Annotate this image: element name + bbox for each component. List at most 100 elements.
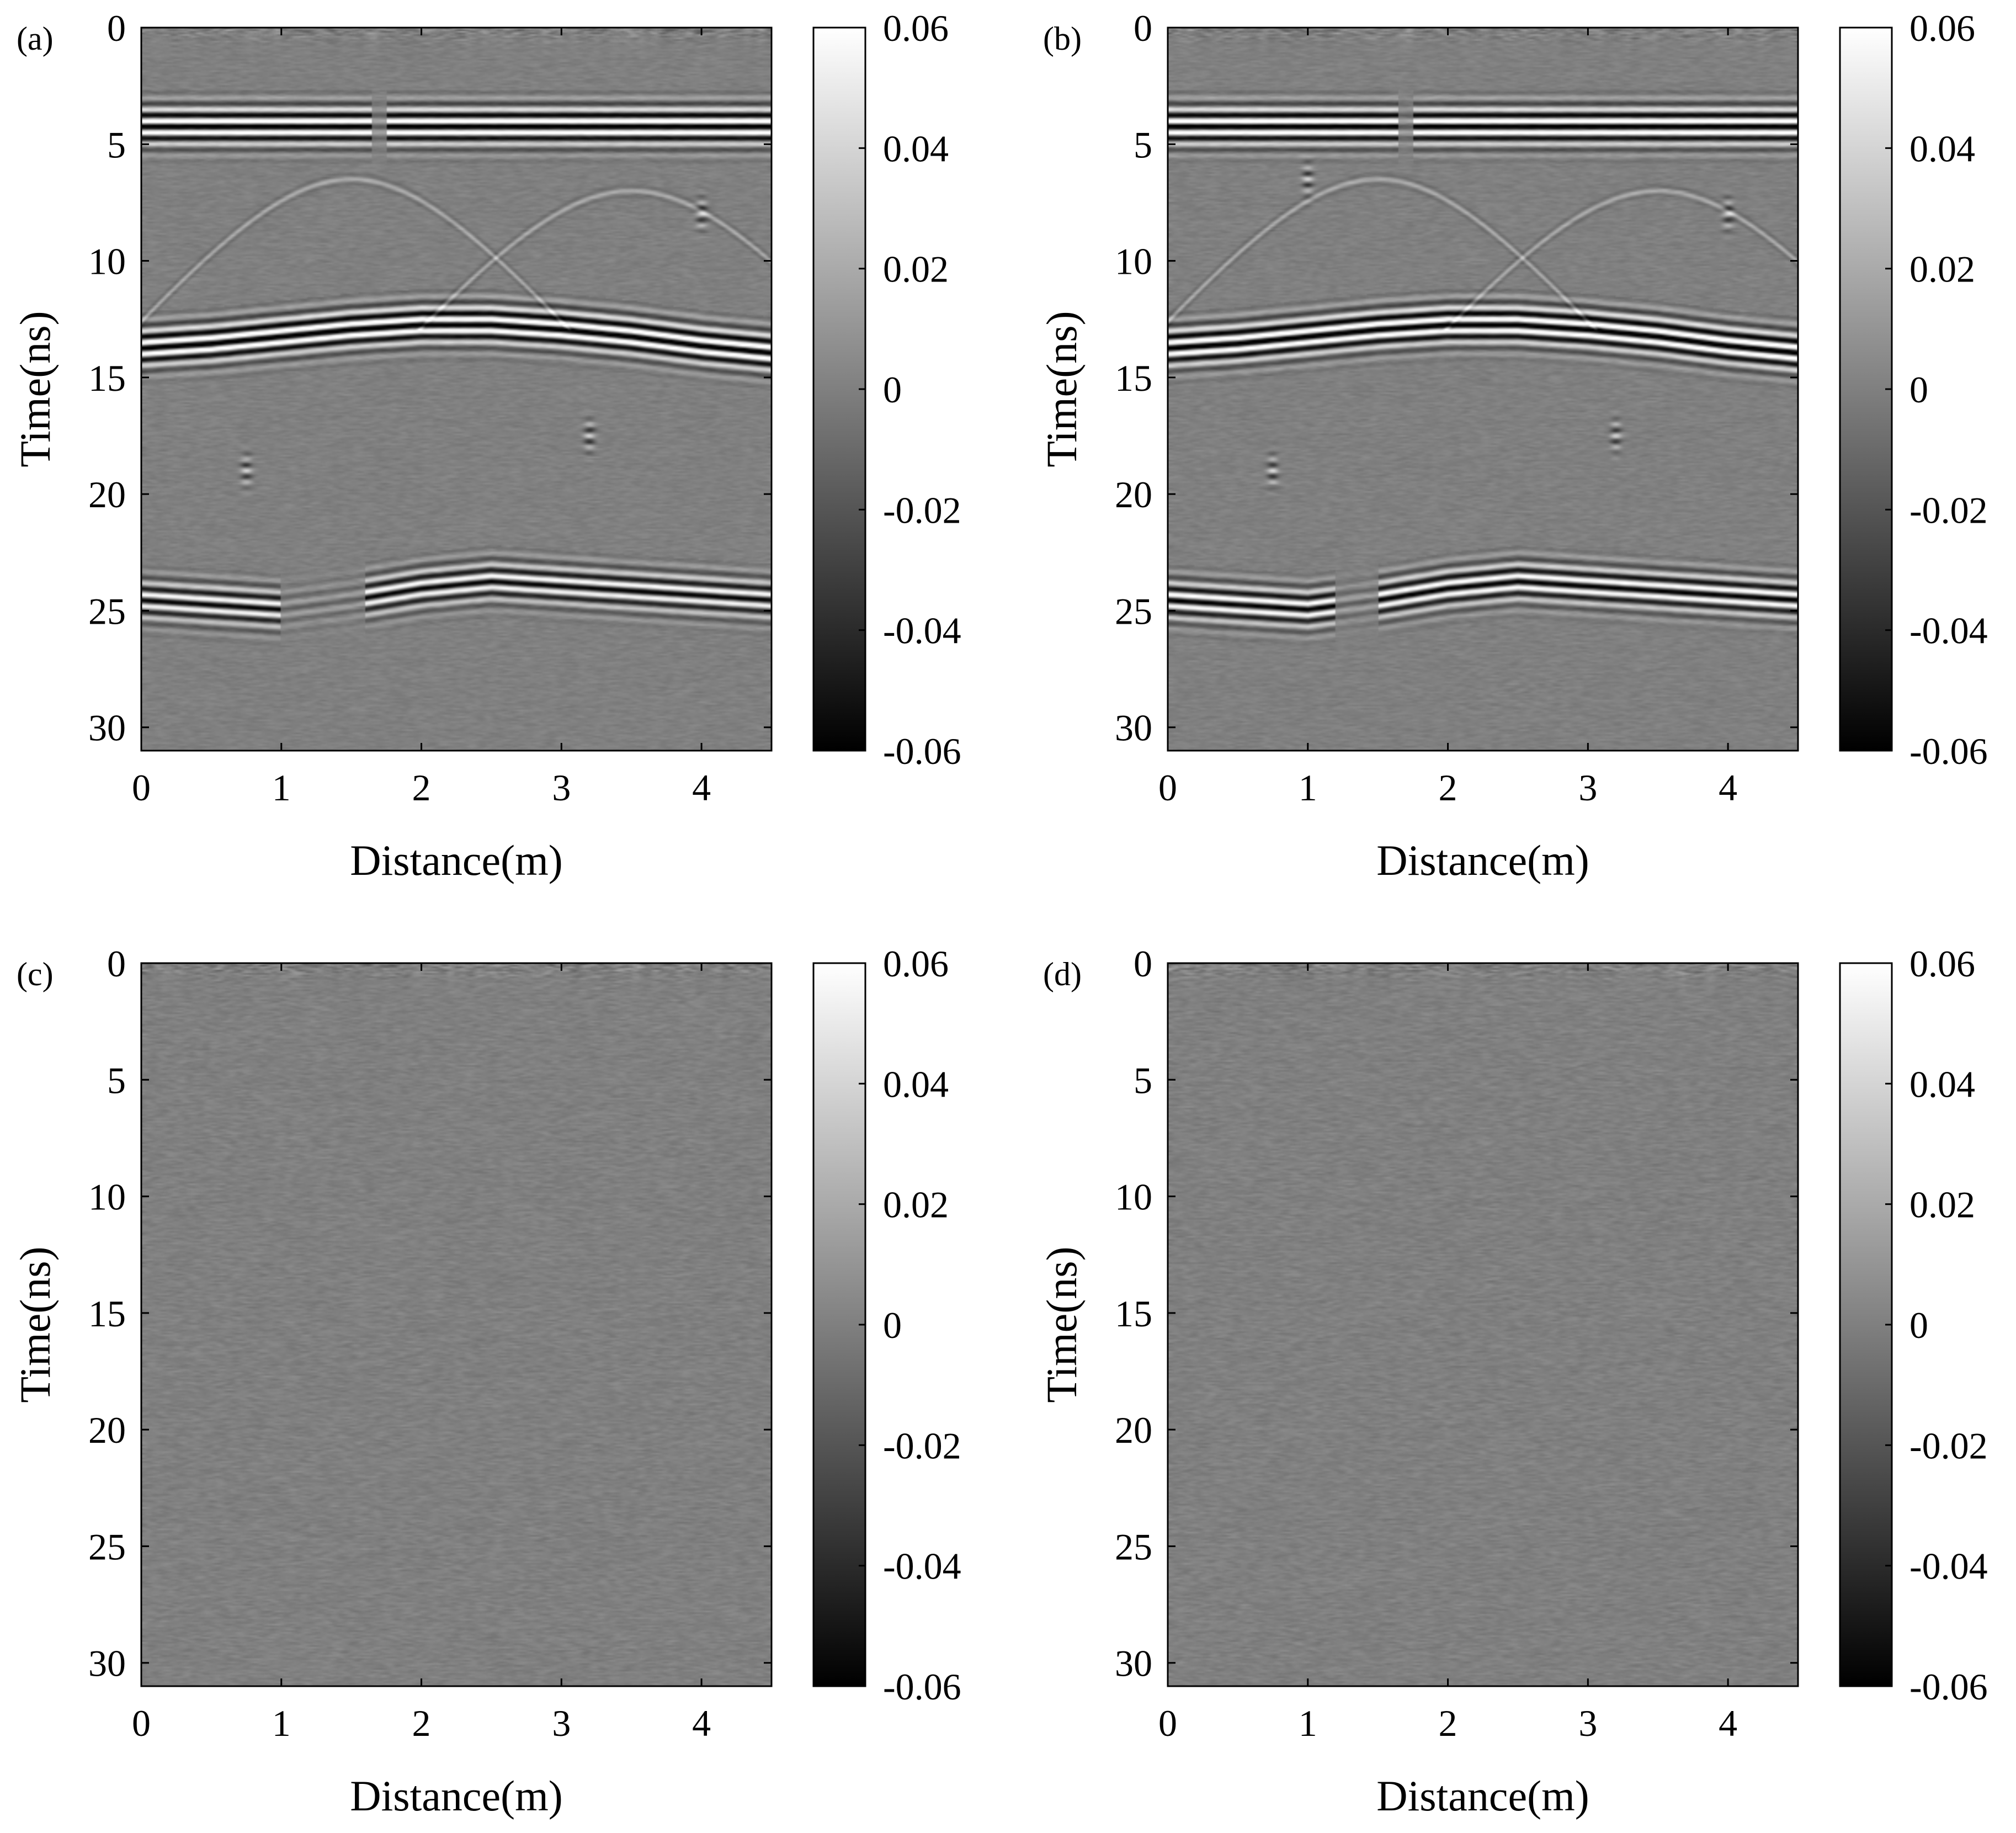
x-tick-label: 0 bbox=[1158, 1702, 1177, 1744]
y-tick-label: 0 bbox=[1134, 7, 1152, 49]
x-tick-label: 1 bbox=[1299, 1702, 1317, 1744]
x-axis-title: Distance(m) bbox=[1376, 1772, 1589, 1820]
radargram-image bbox=[1168, 28, 1798, 751]
x-tick-label: 4 bbox=[1719, 767, 1737, 809]
x-tick-label: 3 bbox=[552, 767, 571, 809]
x-tick-label: 2 bbox=[412, 1702, 431, 1744]
x-tick-label: 3 bbox=[1578, 767, 1597, 809]
colorbar-tick-label: -0.06 bbox=[1909, 730, 1988, 772]
colorbar-tick-label: -0.06 bbox=[883, 1666, 961, 1708]
x-axis-title: Distance(m) bbox=[350, 1772, 563, 1820]
colorbar-tick-label: 0.02 bbox=[1909, 1184, 1975, 1226]
x-tick-label: 4 bbox=[692, 767, 711, 809]
colorbar-tick-label: -0.02 bbox=[1909, 1425, 1988, 1467]
colorbar bbox=[812, 962, 866, 1687]
radargram-image bbox=[141, 963, 772, 1686]
panel-label: (d) bbox=[1043, 956, 1082, 992]
colorbar-tick-label: 0 bbox=[883, 369, 902, 411]
colorbar bbox=[1839, 26, 1893, 752]
colorbar-tick-label: -0.02 bbox=[1909, 489, 1988, 531]
y-tick-label: 30 bbox=[88, 1643, 126, 1685]
y-tick-label: 30 bbox=[88, 707, 126, 749]
panel-d: 0 1 2 3 4 0 5 10 15 20 25 30 Distance(m) Time(ns) (d) 0… bbox=[1038, 943, 1988, 1820]
panel-c: 0 1 2 3 4 0 5 10 15 20 25 30 Distance(m) Time(ns) (c) 0… bbox=[11, 943, 961, 1820]
colorbar-tick-label: -0.04 bbox=[1909, 1545, 1988, 1587]
colorbar-tick-label: 0.02 bbox=[883, 1184, 949, 1226]
y-tick-label: 20 bbox=[1115, 474, 1152, 516]
colorbar-tick-label: 0 bbox=[883, 1304, 902, 1346]
x-tick-label: 1 bbox=[272, 1702, 291, 1744]
y-tick-label: 15 bbox=[88, 357, 126, 399]
y-tick-label: 30 bbox=[1115, 707, 1152, 749]
x-tick-label: 0 bbox=[132, 1702, 151, 1744]
colorbar-tick-label: 0 bbox=[1909, 1304, 1928, 1346]
y-tick-label: 15 bbox=[88, 1293, 126, 1335]
panel-a: 0 1 2 3 4 0 5 10 15 20 25 30 Distance(m) Time(ns) (a) 0… bbox=[11, 7, 961, 884]
y-tick-label: 0 bbox=[107, 7, 126, 49]
y-axis-title: Time(ns) bbox=[11, 1246, 59, 1402]
colorbar-tick-label: -0.02 bbox=[883, 1425, 961, 1467]
y-tick-label: 5 bbox=[1134, 124, 1152, 166]
x-tick-label: 3 bbox=[552, 1702, 571, 1744]
colorbar-tick-label: -0.04 bbox=[883, 610, 961, 652]
x-axis-title: Distance(m) bbox=[350, 836, 563, 884]
axes-frame bbox=[1167, 962, 1799, 1687]
y-axis-title: Time(ns) bbox=[11, 311, 59, 467]
y-tick-label: 20 bbox=[88, 474, 126, 516]
colorbar-tick-label: 0.04 bbox=[883, 1063, 949, 1105]
y-tick-label: 10 bbox=[88, 241, 126, 283]
x-tick-label: 2 bbox=[1439, 1702, 1458, 1744]
colorbar-tick-label: 0.04 bbox=[1909, 1063, 1975, 1105]
colorbar-tick-label: 0 bbox=[1909, 369, 1928, 411]
colorbar-tick-label: 0.04 bbox=[1909, 127, 1975, 169]
x-tick-label: 1 bbox=[272, 767, 291, 809]
colorbar bbox=[1839, 962, 1893, 1687]
y-tick-label: 15 bbox=[1115, 1293, 1152, 1335]
panel-b: 0 1 2 3 4 0 5 10 15 20 25 30 Distance(m) Time(ns) (b) 0… bbox=[1038, 7, 1988, 884]
panel-label: (c) bbox=[17, 956, 54, 992]
x-tick-label: 0 bbox=[132, 767, 151, 809]
y-axis-title: Time(ns) bbox=[1038, 311, 1086, 467]
x-axis-title: Distance(m) bbox=[1376, 836, 1589, 884]
colorbar-tick-label: -0.06 bbox=[1909, 1666, 1988, 1708]
panel-label: (b) bbox=[1043, 20, 1082, 57]
radargram-image bbox=[1168, 963, 1798, 1686]
colorbar-tick-label: 0.02 bbox=[883, 248, 949, 290]
x-tick-label: 2 bbox=[1439, 767, 1458, 809]
colorbar-tick-label: -0.04 bbox=[1909, 610, 1988, 652]
colorbar-tick-label: 0.06 bbox=[883, 7, 949, 49]
x-tick-label: 4 bbox=[1719, 1702, 1737, 1744]
y-axis-title: Time(ns) bbox=[1038, 1246, 1086, 1402]
colorbar bbox=[812, 26, 866, 752]
colorbar-tick-label: 0.06 bbox=[1909, 7, 1975, 49]
y-tick-label: 15 bbox=[1115, 357, 1152, 399]
axes-frame bbox=[140, 962, 773, 1687]
y-tick-label: 20 bbox=[88, 1409, 126, 1451]
y-tick-label: 5 bbox=[1134, 1059, 1152, 1101]
y-tick-label: 10 bbox=[88, 1176, 126, 1218]
y-tick-label: 25 bbox=[1115, 1526, 1152, 1568]
colorbar-tick-label: 0.02 bbox=[1909, 248, 1975, 290]
y-tick-label: 20 bbox=[1115, 1409, 1152, 1451]
colorbar-tick-label: 0.06 bbox=[883, 943, 949, 985]
x-tick-label: 2 bbox=[412, 767, 431, 809]
y-tick-label: 5 bbox=[107, 1059, 126, 1101]
axes-frame bbox=[1167, 26, 1799, 752]
axes-frame bbox=[140, 26, 773, 752]
y-tick-label: 10 bbox=[1115, 1176, 1152, 1218]
x-tick-label: 3 bbox=[1578, 1702, 1597, 1744]
y-tick-label: 25 bbox=[1115, 590, 1152, 632]
colorbar-tick-label: 0.06 bbox=[1909, 943, 1975, 985]
y-tick-label: 0 bbox=[107, 943, 126, 985]
x-tick-label: 0 bbox=[1158, 767, 1177, 809]
radargram-image bbox=[141, 28, 772, 751]
y-tick-label: 25 bbox=[88, 590, 126, 632]
y-tick-label: 10 bbox=[1115, 241, 1152, 283]
y-tick-label: 25 bbox=[88, 1526, 126, 1568]
panel-label: (a) bbox=[17, 20, 54, 57]
colorbar-tick-label: -0.04 bbox=[883, 1545, 961, 1587]
x-tick-label: 4 bbox=[692, 1702, 711, 1744]
y-tick-label: 0 bbox=[1134, 943, 1152, 985]
x-tick-label: 1 bbox=[1299, 767, 1317, 809]
